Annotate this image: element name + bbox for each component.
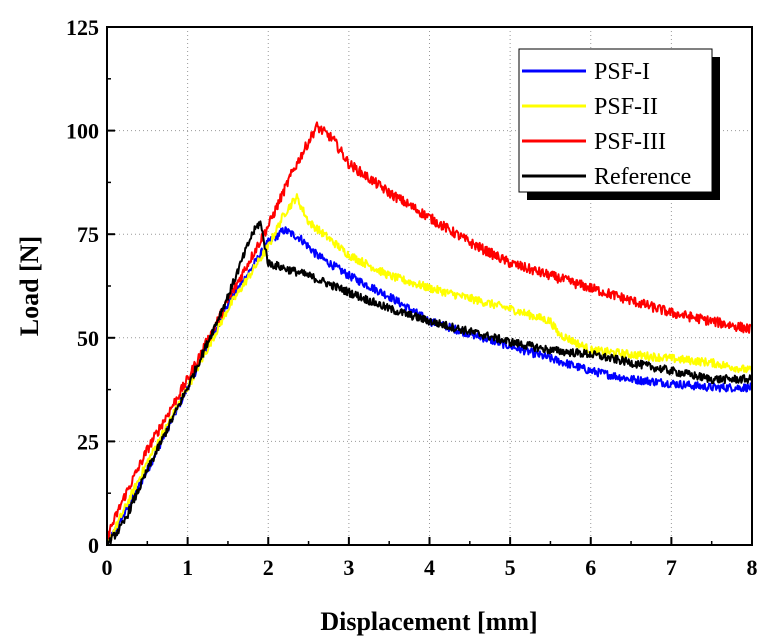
x-tick-label: 5 xyxy=(505,555,516,580)
y-tick-label: 50 xyxy=(77,326,99,351)
x-tick-label: 0 xyxy=(102,555,113,580)
y-tick-label: 75 xyxy=(77,222,99,247)
x-tick-label: 1 xyxy=(182,555,193,580)
x-tick-label: 2 xyxy=(263,555,274,580)
y-axis-title: Load [N] xyxy=(15,236,44,336)
x-axis-title: Displacement [mm] xyxy=(320,607,537,636)
legend-label: PSF-I xyxy=(594,59,650,85)
x-tick-label: 4 xyxy=(424,555,435,580)
legend-label: PSF-III xyxy=(594,129,666,155)
series-line-reference xyxy=(106,220,753,546)
x-tick-label: 6 xyxy=(585,555,596,580)
legend: PSF-I PSF-II PSF-III Reference xyxy=(518,48,720,200)
x-tick-label: 3 xyxy=(343,555,354,580)
legend-box xyxy=(518,48,713,193)
legend-label: PSF-II xyxy=(594,94,658,120)
series-line-psf-ii xyxy=(106,193,753,544)
y-tick-label: 125 xyxy=(66,15,99,40)
y-tick-label: 100 xyxy=(66,119,99,144)
series-line-psf-i xyxy=(106,226,753,546)
x-tick-label: 7 xyxy=(666,555,677,580)
axes: 0 1 2 3 4 5 6 7 8 0 25 50 75 100 125 xyxy=(66,15,758,580)
y-tick-label: 0 xyxy=(88,533,99,558)
y-tick-label: 25 xyxy=(77,429,99,454)
series-layer xyxy=(106,121,753,546)
legend-label: Reference xyxy=(594,164,691,190)
x-tick-label: 8 xyxy=(747,555,758,580)
